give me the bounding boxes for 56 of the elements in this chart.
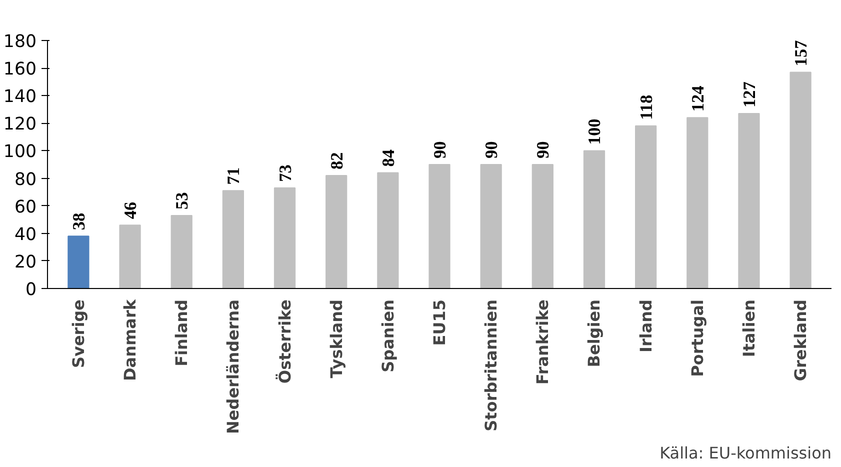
x-tick-label: Irland — [636, 300, 656, 352]
bar — [274, 187, 296, 288]
x-tick-label: Danmark — [120, 299, 140, 381]
x-tick-label: Österrike — [275, 299, 294, 384]
bar — [583, 150, 606, 288]
bar — [68, 236, 90, 288]
x-tick-label: Belgien — [584, 299, 604, 368]
bar — [428, 164, 450, 288]
y-tick-label: 120 — [3, 114, 37, 135]
data-label: 53 — [172, 192, 192, 210]
y-tick-label: 100 — [3, 142, 37, 162]
x-tick-label: Finland — [172, 299, 192, 366]
bar — [738, 113, 760, 288]
y-tick-label: 0 — [25, 280, 37, 300]
x-tick-label: Portugal — [688, 299, 707, 377]
data-label: 90 — [534, 141, 553, 158]
x-tick-label: Sverige — [68, 299, 88, 368]
data-label: 157 — [792, 40, 811, 66]
y-tick-label: 140 — [3, 87, 37, 108]
x-tick-label: Storbritannien — [482, 299, 501, 432]
x-tick-label: Tyskland — [326, 300, 346, 378]
x-tick-label: Italien — [739, 300, 758, 358]
text: Källa: EU-kommission — [660, 444, 832, 462]
x-tick-label: Spanien — [378, 300, 398, 372]
data-label: 124 — [688, 85, 708, 112]
bar — [686, 117, 708, 288]
bar — [119, 224, 141, 288]
y-tick-label: 160 — [3, 60, 37, 80]
bar — [532, 164, 554, 288]
bar — [170, 214, 192, 288]
data-label: 84 — [378, 149, 398, 167]
x-tick-label: EU15 — [430, 300, 449, 346]
x-tick-label: Frankrike — [533, 299, 552, 385]
data-label: 73 — [276, 164, 295, 182]
bar — [326, 175, 348, 288]
y-tick-label: 180 — [3, 32, 37, 52]
data-label: 46 — [121, 201, 140, 220]
x-tick-label: Nederländerna — [224, 299, 243, 434]
y-tick-label: 40 — [14, 224, 37, 245]
data-label: 38 — [69, 212, 88, 230]
data-label: 90 — [482, 141, 502, 158]
data-label: 82 — [327, 152, 346, 170]
data-label: 71 — [224, 167, 244, 185]
data-label: 127 — [740, 81, 759, 108]
x-tick-label: Grekland — [791, 300, 810, 382]
data-label: 90 — [430, 141, 450, 158]
bar — [480, 164, 502, 288]
y-tick-label: 60 — [14, 197, 37, 218]
y-tick-label: 80 — [14, 170, 37, 190]
bar — [790, 72, 812, 288]
data-label: 118 — [636, 94, 656, 120]
data-label: 100 — [585, 118, 604, 145]
bar — [635, 125, 657, 288]
bar — [222, 190, 244, 288]
y-tick-label: 20 — [14, 252, 37, 272]
bar — [377, 172, 399, 288]
